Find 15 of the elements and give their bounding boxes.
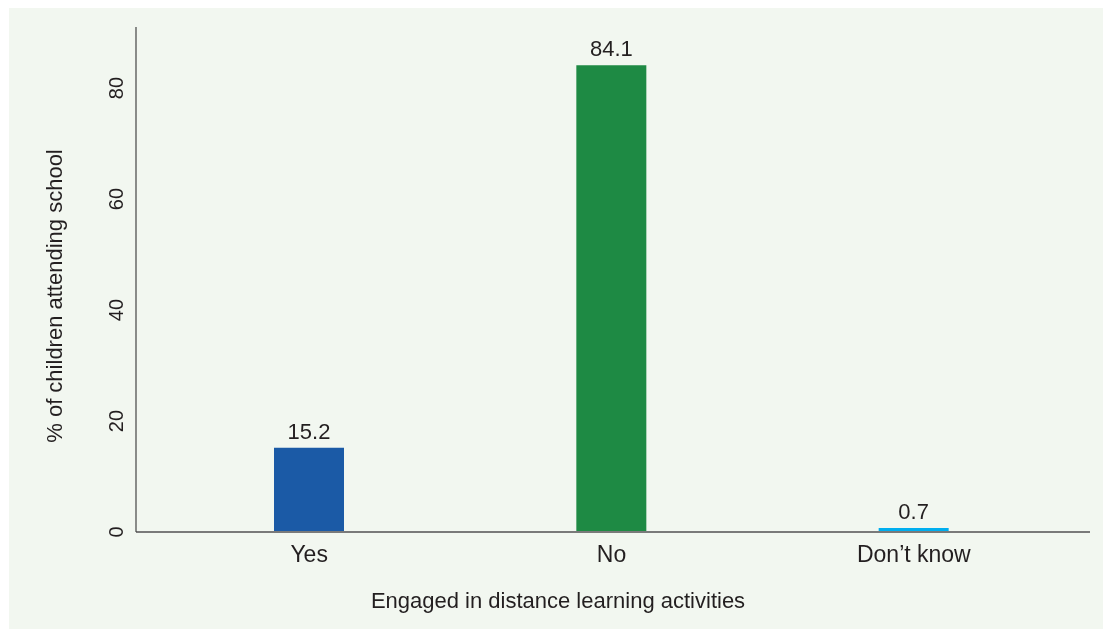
y-axis-title: % of children attending school xyxy=(42,149,68,443)
y-tick-label: 80 xyxy=(105,76,127,100)
y-tick-label: 0 xyxy=(105,526,127,538)
x-tick-label: Yes xyxy=(290,541,328,567)
x-tick-label: No xyxy=(596,541,627,567)
x-tick-label: Don’t know xyxy=(856,541,972,567)
y-tick-label: 60 xyxy=(105,187,127,211)
x-axis-title: Engaged in distance learning activities xyxy=(370,588,746,614)
data-label: 15.2 xyxy=(287,418,331,444)
bar xyxy=(274,447,344,532)
data-label: 0.7 xyxy=(898,499,929,525)
bar xyxy=(576,65,647,532)
y-tick-label: 40 xyxy=(105,298,127,322)
y-tick-label: 20 xyxy=(105,409,127,433)
data-label: 84.1 xyxy=(589,36,633,62)
